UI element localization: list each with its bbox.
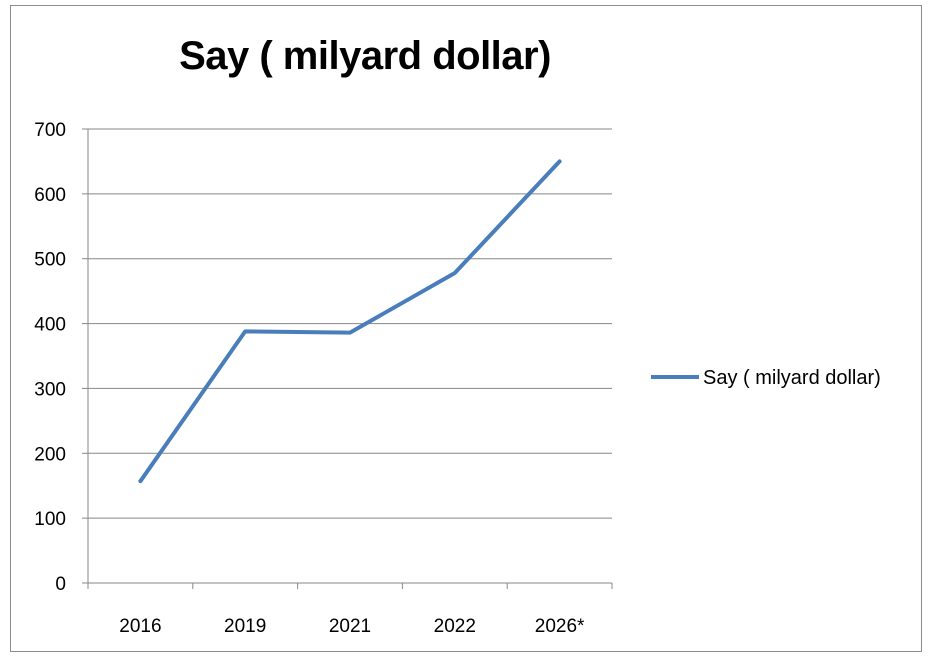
chart-title: Say ( milyard dollar)	[179, 34, 551, 78]
y-tick-label: 0	[55, 574, 66, 595]
y-tick-label: 600	[34, 185, 66, 206]
legend: Say ( milyard dollar)	[651, 367, 881, 389]
gridlines	[88, 128, 612, 519]
x-tick-label: 2022	[434, 616, 476, 637]
x-tick-label: 2021	[329, 616, 371, 637]
x-tick-label: 2016	[119, 616, 161, 637]
x-tick-label: 2019	[224, 616, 266, 637]
x-tick-label: 2026*	[535, 616, 585, 637]
data-point	[454, 272, 456, 274]
series-lines	[138, 159, 562, 484]
data-point	[349, 332, 351, 334]
y-tick-label: 700	[34, 120, 66, 141]
axes	[82, 128, 613, 589]
y-tick-label: 200	[34, 444, 66, 465]
y-tick-labels: 0 100 200 300 400 500 600 700	[34, 120, 66, 595]
y-tick-label: 500	[34, 250, 66, 271]
legend-label: Say ( milyard dollar)	[703, 367, 881, 389]
data-point	[244, 330, 246, 332]
series-line	[138, 159, 562, 484]
data-point	[139, 480, 141, 482]
x-tick-labels: 2016 2019 2021 2022 2026*	[119, 616, 585, 637]
chart-frame	[10, 5, 922, 652]
data-point	[559, 160, 561, 162]
y-tick-label: 300	[34, 379, 66, 400]
y-tick-label: 100	[34, 509, 66, 530]
y-tick-label: 400	[34, 315, 66, 336]
